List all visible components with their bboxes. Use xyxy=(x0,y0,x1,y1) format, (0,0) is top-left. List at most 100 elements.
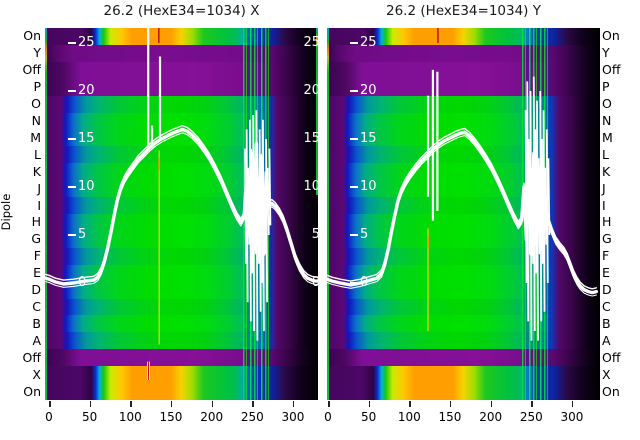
value-tick-label: 5 xyxy=(78,227,87,242)
row-label-right: I xyxy=(602,197,606,213)
row-label-left: Off xyxy=(22,62,41,78)
row-label-left: N xyxy=(31,113,41,128)
row-label-left: M xyxy=(30,129,41,145)
x-axis-tick-label: 50 xyxy=(82,410,98,424)
row-label-left: H xyxy=(31,214,41,230)
value-tick-label: 25 xyxy=(78,35,95,50)
row-label-left: G xyxy=(31,231,41,247)
value-tick-mark xyxy=(350,42,358,44)
x-axis-tick xyxy=(531,401,533,407)
curve-overlay-canvas xyxy=(45,28,318,380)
value-tick-label: 15 xyxy=(78,131,95,146)
x-axis-tick xyxy=(130,401,132,407)
x-axis-tick xyxy=(211,401,214,407)
row-label-left: On xyxy=(23,28,41,44)
row-label-right: X xyxy=(602,366,611,382)
left-edge-color-strip xyxy=(327,28,329,400)
x-axis-tick xyxy=(409,401,411,407)
measurement-curve xyxy=(327,127,598,290)
value-tick-label-right: 10 xyxy=(303,179,318,194)
row-label-right: On xyxy=(602,28,620,44)
row-label-right: G xyxy=(602,231,612,247)
left-edge-color-strip xyxy=(45,28,47,400)
row-label-right: E xyxy=(602,265,610,281)
row-label-left: Y xyxy=(33,45,41,61)
noise-scribble xyxy=(265,138,269,303)
x-axis-tick xyxy=(449,401,452,407)
value-tick-mark xyxy=(68,42,76,44)
x-axis-tick xyxy=(170,401,173,407)
row-label-left: B xyxy=(32,315,41,331)
value-tick-label: 0 xyxy=(360,275,369,290)
heatmap-panel-y: 25 20 15 10 5 0 xyxy=(327,28,600,400)
row-label-right: D xyxy=(602,282,612,298)
x-axis-tick-label: 150 xyxy=(438,410,462,424)
row-label-right: N xyxy=(602,113,612,128)
heatmap-panel-x: 25 25 20 20 15 15 10 10 5 5 0 0 xyxy=(45,28,318,400)
x-axis-tick-label: 250 xyxy=(519,410,543,424)
row-label-left: I xyxy=(37,197,41,213)
row-label-right: L xyxy=(602,146,609,162)
value-tick-label: 0 xyxy=(78,275,87,290)
row-label-left: J xyxy=(37,180,41,196)
value-tick-mark xyxy=(350,186,358,188)
x-axis-tick-label: 300 xyxy=(281,410,305,424)
row-label-right: B xyxy=(602,315,611,331)
value-tick-label: 5 xyxy=(360,227,369,242)
measurement-curve xyxy=(45,132,318,288)
row-label-left: P xyxy=(33,79,41,95)
row-label-right: O xyxy=(602,96,612,112)
x-axis-tick-label: 300 xyxy=(560,410,584,424)
row-label-right: P xyxy=(602,79,610,95)
x-axis-tick xyxy=(89,401,92,407)
value-tick-mark xyxy=(350,90,358,92)
value-tick-label: 10 xyxy=(360,179,377,194)
measurement-curve xyxy=(327,135,597,297)
value-tick-label-right: 0 xyxy=(311,275,318,290)
x-axis-tick-label: 0 xyxy=(45,410,53,424)
right-edge-color-strip xyxy=(316,28,318,196)
measurement-curve xyxy=(45,124,318,281)
row-label-right: M xyxy=(602,129,613,145)
value-tick-label: 20 xyxy=(360,83,377,98)
measurement-curve xyxy=(327,130,599,295)
value-tick-label-right: 15 xyxy=(303,131,318,146)
row-label-right: C xyxy=(602,299,611,314)
x-axis-tick-label: 200 xyxy=(200,410,224,424)
row-label-left: F xyxy=(33,248,41,264)
row-label-right: J xyxy=(602,180,606,196)
x-axis-tick xyxy=(368,401,371,407)
x-axis-tick xyxy=(490,401,493,407)
row-label-right: K xyxy=(602,163,611,179)
value-tick-mark xyxy=(350,282,358,284)
value-tick-label: 25 xyxy=(360,35,377,50)
row-label-left: O xyxy=(31,96,41,112)
value-tick-mark xyxy=(350,138,358,140)
row-label-left: X xyxy=(32,366,41,382)
value-tick-mark xyxy=(68,282,76,284)
curve-overlay-canvas xyxy=(327,28,599,341)
row-label-right: Y xyxy=(602,45,610,61)
row-label-right: F xyxy=(602,248,610,264)
row-label-right: Off xyxy=(602,62,621,78)
noise-scribble xyxy=(268,148,272,226)
row-label-left: E xyxy=(33,265,41,281)
x-axis-tick xyxy=(49,401,51,407)
row-label-left: Off xyxy=(22,349,41,365)
x-axis-tick-label: 250 xyxy=(240,410,264,424)
x-axis-tick xyxy=(328,401,330,407)
panel-y-title: 26.2 (HexE34=1034) Y xyxy=(385,3,541,19)
x-axis-tick-label: 150 xyxy=(159,410,183,424)
x-axis-tick-label: 50 xyxy=(361,410,377,424)
x-axis-tick-label: 0 xyxy=(324,410,332,424)
row-label-right: Off xyxy=(602,349,621,365)
value-tick-mark xyxy=(68,234,76,236)
row-label-left: D xyxy=(31,282,41,298)
value-tick-label: 10 xyxy=(78,179,95,194)
value-tick-mark xyxy=(68,186,76,188)
row-label-left: K xyxy=(32,163,41,179)
value-tick-mark xyxy=(68,90,76,92)
value-tick-label-right: 25 xyxy=(303,35,318,50)
value-tick-label-right: 5 xyxy=(311,227,318,242)
